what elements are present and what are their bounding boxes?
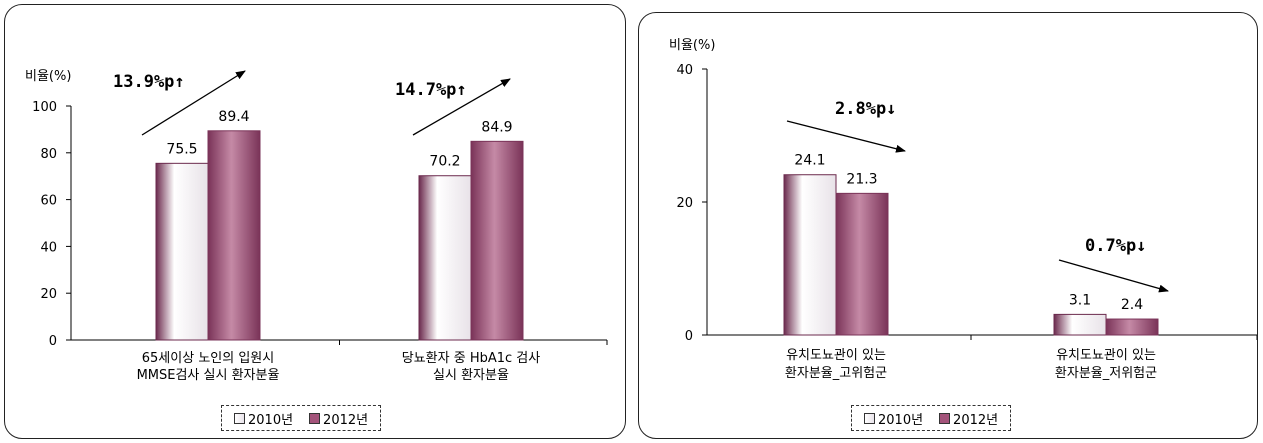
bar-2012년-1	[1105, 318, 1159, 336]
category-label: 실시 환자분율	[433, 368, 509, 383]
legend-swatch-2012	[939, 412, 951, 424]
left-chart: 0 20 40 60 80 100 비율(%) 75.5 70.2 89.4 84.9 65세이상 노…	[25, 69, 608, 383]
y-tick-label: 20	[40, 287, 57, 302]
y-tick-label: 0	[49, 334, 57, 349]
data-label: 84.9	[481, 119, 512, 135]
data-label: 21.3	[846, 171, 877, 187]
y-axis-label: 비율(%)	[25, 69, 71, 84]
legend-swatch-2010	[864, 412, 875, 424]
y-axis-label: 비율(%)	[669, 38, 715, 53]
trend-arrow	[412, 78, 511, 136]
data-label: 70.2	[429, 154, 460, 170]
category-label: 당뇨환자 중 HbA1c 검사	[402, 351, 540, 366]
legend-item-2010: 2010년	[234, 409, 293, 428]
y-tick-label: 40	[40, 240, 57, 255]
legend-swatch-2010	[234, 412, 245, 424]
left-legend: 2010년 2012년	[221, 405, 382, 431]
category-label: 유치도뇨관이 있는	[786, 348, 886, 363]
legend-label-2012: 2012년	[323, 412, 369, 428]
legend-item-2012: 2012년	[939, 409, 998, 428]
category-label: 65세이상 노인의 입원시	[142, 351, 274, 366]
legend-label-2010: 2010년	[878, 412, 924, 428]
bar-2012년-1	[470, 140, 524, 341]
y-tick-label: 80	[40, 147, 57, 162]
left-chart-panel: 0 20 40 60 80 100 비율(%) 75.5 70.2 89.4 84.9 65세이상 노…	[4, 4, 626, 439]
legend-item-2010: 2010년	[864, 409, 923, 428]
legend-item-2012: 2012년	[309, 409, 368, 428]
data-label: 24.1	[794, 153, 825, 169]
trend-arrow	[786, 120, 906, 153]
category-label: 환자분율_고위험군	[785, 366, 887, 381]
bar-2012년-0	[207, 130, 261, 341]
category-label: MMSE검사 실시 환자분율	[137, 368, 280, 383]
data-label: 75.5	[166, 141, 197, 157]
legend-label-2012: 2012년	[953, 412, 999, 428]
category-label: 유치도뇨관이 있는	[1056, 348, 1156, 363]
y-tick-label: 20	[676, 196, 693, 211]
right-legend: 2010년 2012년	[851, 405, 1012, 431]
trend-arrow	[1058, 259, 1169, 293]
data-label: 3.1	[1069, 292, 1091, 308]
bar-2010년-0	[155, 162, 209, 341]
bar-2010년-0	[783, 174, 837, 336]
change-annotation: 13.9%p↑	[113, 72, 185, 92]
right-chart: 0 20 40 비율(%) 24.1 3.1 21.3 2.4 유치도뇨관이 있는환자분율_고위…	[669, 38, 1257, 381]
legend-swatch-2012	[309, 412, 321, 424]
change-annotation: 0.7%p↓	[1085, 236, 1146, 256]
trend-arrow	[141, 70, 246, 136]
category-label: 환자분율_저위험군	[1055, 366, 1157, 381]
y-tick-label: 0	[685, 329, 693, 344]
change-annotation: 2.8%p↓	[835, 99, 896, 119]
bar-2010년-1	[1053, 313, 1107, 336]
change-annotation: 14.7%p↑	[395, 80, 467, 100]
y-tick-label: 60	[40, 194, 57, 209]
data-label: 89.4	[218, 109, 249, 125]
data-label: 2.4	[1121, 297, 1143, 313]
legend-label-2010: 2010년	[248, 412, 294, 428]
bar-2012년-0	[835, 192, 889, 336]
bar-2010년-1	[418, 175, 472, 341]
y-tick-label: 40	[676, 63, 693, 78]
y-tick-label: 100	[32, 100, 57, 115]
